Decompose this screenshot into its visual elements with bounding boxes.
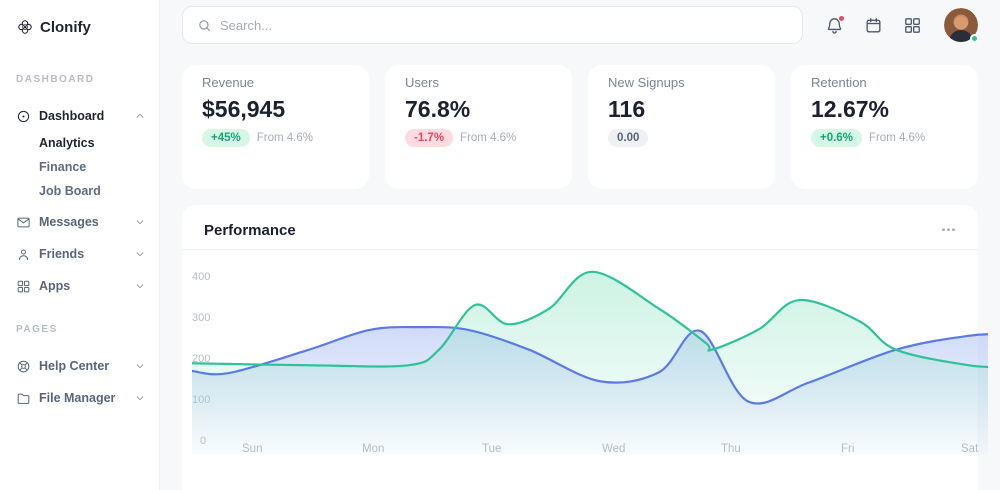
- svg-text:Mon: Mon: [362, 443, 384, 455]
- svg-text:Tue: Tue: [482, 443, 501, 455]
- svg-text:Thu: Thu: [721, 443, 741, 455]
- svg-text:Sun: Sun: [242, 443, 262, 455]
- svg-text:Fri: Fri: [841, 443, 854, 455]
- svg-text:Wed: Wed: [602, 443, 625, 455]
- svg-text:Sat: Sat: [961, 443, 979, 455]
- svg-text:400: 400: [192, 271, 210, 283]
- svg-text:300: 300: [192, 312, 210, 324]
